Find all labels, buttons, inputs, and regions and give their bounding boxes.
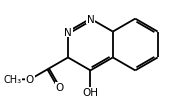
Text: O: O [26,75,34,85]
Text: OH: OH [82,88,98,98]
Text: N: N [64,27,72,37]
Text: N: N [87,14,94,24]
Text: O: O [56,83,64,93]
Text: CH₃: CH₃ [3,74,21,84]
